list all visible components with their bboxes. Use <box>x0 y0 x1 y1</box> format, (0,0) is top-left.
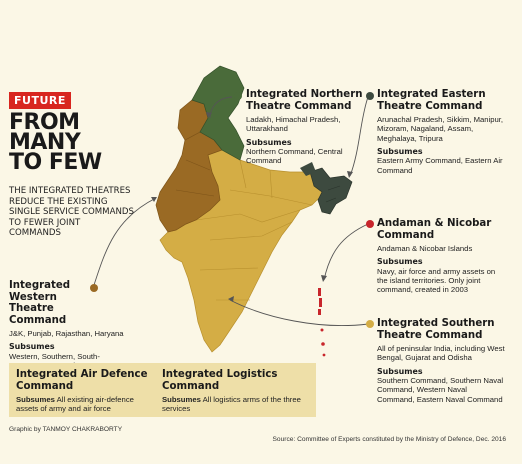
western-theatre-region <box>155 131 223 233</box>
western-dot <box>90 284 98 292</box>
southern-subsumes-label: Subsumes <box>377 366 423 376</box>
western-subsumes-label: Subsumes <box>9 342 55 352</box>
eastern-theatre-region <box>309 167 353 215</box>
headline-line-3: TO FEW <box>9 150 102 175</box>
andaman-command: Andaman & Nicobar Command Andaman & Nico… <box>377 218 505 295</box>
source-note: Source: Committee of Experts constituted… <box>272 436 506 443</box>
logistics-title: Integrated Logistics Command <box>162 369 278 392</box>
western-title: Integrated Western Theatre Command <box>9 280 71 326</box>
northern-theatre-region <box>191 65 245 161</box>
southern-connector <box>229 299 369 326</box>
northern-subsumes-label: Subsumes <box>246 137 292 147</box>
southern-title: Integrated Southern Theatre Command <box>377 318 495 341</box>
andaman-subsumes: Navy, air force and army assets on the i… <box>377 266 496 295</box>
graphic-credit: Graphic by TANMOY CHAKRABORTY <box>9 426 123 433</box>
southern-dot <box>366 320 374 328</box>
logistics-subsumes-label: Subsumes <box>162 395 201 404</box>
eastern-connector <box>349 96 369 177</box>
headline-line-2: MANY <box>9 130 81 155</box>
eastern-command: Integrated Eastern Theatre Command Aruna… <box>377 89 505 175</box>
air-defence-title: Integrated Air Defence Command <box>16 369 148 392</box>
bottom-panel <box>9 363 316 417</box>
southern-areas: All of peninsular India, including West … <box>377 344 505 363</box>
northern-subsumes: Northern Command, Central Command <box>246 147 343 166</box>
eastern-title: Integrated Eastern Theatre Command <box>377 89 486 112</box>
northern-connector <box>209 96 233 119</box>
eastern-subsumes: Eastern Army Command, Eastern Air Comman… <box>377 156 503 175</box>
eastern-dot <box>366 92 374 100</box>
logistics-subsumes: All logistics arms of the three services <box>162 395 301 414</box>
andaman-nicobar-islands <box>318 288 326 357</box>
eastern-subsumes-label: Subsumes <box>377 146 423 156</box>
southern-subsumes: Southern Command, Southern Naval Command… <box>377 376 504 404</box>
eastern-areas: Arunachal Pradesh, Sikkim, Manipur, Mizo… <box>377 115 504 143</box>
andaman-connector <box>323 223 369 281</box>
western-command: Integrated Western Theatre Command J&K, … <box>9 280 167 370</box>
western-connector <box>93 197 157 286</box>
northern-command: Integrated Northern Theatre Command Lada… <box>246 89 364 166</box>
andaman-title: Andaman & Nicobar Command <box>377 218 492 241</box>
air-defence-subsumes-label: Subsumes <box>16 395 55 404</box>
western-areas: J&K, Punjab, Rajasthan, Haryana <box>9 329 124 338</box>
northern-title: Integrated Northern Theatre Command <box>246 89 363 112</box>
logistics-command: Integrated Logistics Command Subsumes Al… <box>162 369 310 414</box>
andaman-dot <box>366 220 374 228</box>
andaman-subsumes-label: Subsumes <box>377 257 423 267</box>
subhead: THE INTEGRATED THEATRES REDUCE THE EXIST… <box>9 186 134 239</box>
andaman-areas: Andaman & Nicobar Islands <box>377 244 473 253</box>
headline: FROM MANY TO FEW <box>9 110 102 175</box>
headline-line-1: FROM <box>9 110 80 135</box>
southern-command: Integrated Southern Theatre Command All … <box>377 318 505 404</box>
air-defence-command: Integrated Air Defence Command Subsumes … <box>16 369 156 414</box>
northern-areas: Ladakh, Himachal Pradesh, Uttarakhand <box>246 115 341 134</box>
future-tag: FUTURE <box>9 92 71 109</box>
air-defence-subsumes: All existing air-defence assets of army … <box>16 395 134 414</box>
northern-dot <box>234 92 242 100</box>
